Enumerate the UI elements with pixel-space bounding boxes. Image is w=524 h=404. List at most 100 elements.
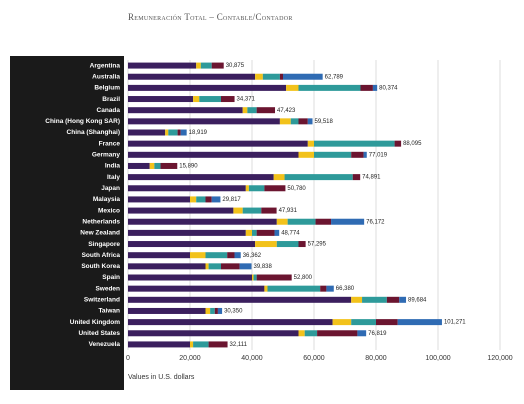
category-label: United States <box>78 330 120 337</box>
bar-segment <box>245 185 249 192</box>
bar-segment <box>399 296 407 303</box>
bar-segment <box>210 307 215 314</box>
bar-segment <box>267 285 321 292</box>
bar-segment <box>165 129 169 136</box>
bar-segment <box>193 96 200 103</box>
category-label: United Kingdom <box>70 319 120 326</box>
bar-segment <box>307 118 313 125</box>
bar-segment <box>252 229 257 236</box>
category-label: Singapore <box>88 241 120 248</box>
bar-segment <box>128 296 352 303</box>
bar-segment <box>351 319 376 326</box>
bar-segment <box>214 307 218 314</box>
bar-segment <box>128 107 243 114</box>
category-label: Japan <box>101 185 120 192</box>
bar-segment <box>128 285 265 292</box>
bar-segment <box>160 162 178 169</box>
value-label: 77,019 <box>369 152 388 158</box>
value-label: 76,172 <box>366 219 385 225</box>
bar-segment <box>211 62 224 69</box>
bar-segment <box>304 330 318 337</box>
x-tick-label: 120,000 <box>487 355 512 362</box>
x-tick-label: 80,000 <box>365 355 387 362</box>
category-label: Malaysia <box>93 196 120 203</box>
value-label: 101,271 <box>444 320 466 326</box>
bar-segment <box>376 319 398 326</box>
category-label: Switzerland <box>84 297 120 304</box>
x-axis-title: Values in U.S. dollars <box>128 374 195 381</box>
bar-segment <box>227 252 235 259</box>
category-label: Canada <box>97 107 121 114</box>
x-tick-label: 20,000 <box>179 355 201 362</box>
bar-segment <box>357 330 367 337</box>
bar-segment <box>128 252 190 259</box>
category-label: Taiwan <box>98 308 120 315</box>
bar-segment <box>233 207 243 214</box>
value-label: 15,890 <box>179 164 198 170</box>
bar-segment <box>128 96 194 103</box>
category-label: Australia <box>92 73 120 80</box>
bar-segment <box>276 241 299 248</box>
bar-segment <box>128 274 252 281</box>
bar-segment <box>279 73 283 80</box>
bar-segment <box>128 319 333 326</box>
x-tick-label: 100,000 <box>425 355 450 362</box>
bar-segment <box>196 196 206 203</box>
bar-segment <box>245 229 252 236</box>
bar-segment <box>298 84 361 91</box>
category-label: Belgium <box>94 85 120 92</box>
bar-segment <box>190 252 206 259</box>
bar-segment <box>128 162 150 169</box>
bar-segment <box>255 241 277 248</box>
bar-segment <box>128 129 166 136</box>
value-label: 62,789 <box>325 74 344 80</box>
category-label: South Korea <box>81 263 120 270</box>
bar-segment <box>196 62 201 69</box>
value-label: 66,380 <box>336 286 355 292</box>
bar-segment <box>128 341 190 348</box>
bar-segment <box>397 319 442 326</box>
value-label: 89,684 <box>408 297 427 303</box>
bar-segment <box>199 96 221 103</box>
bar-segment <box>177 129 181 136</box>
value-label: 30,350 <box>224 309 243 315</box>
category-label: Sweden <box>95 285 120 292</box>
category-label: Mexico <box>98 207 120 214</box>
bar-segment <box>252 274 254 281</box>
bar-segment <box>205 196 212 203</box>
value-label: 52,800 <box>294 275 313 281</box>
bar-segment <box>217 307 223 314</box>
bar-segment <box>205 263 209 270</box>
bar-segment <box>362 296 387 303</box>
value-label: 48,774 <box>281 230 300 236</box>
bar-segment <box>298 241 306 248</box>
bar-segment <box>298 330 305 337</box>
value-label: 34,371 <box>237 97 256 103</box>
bar-segment <box>307 140 314 147</box>
chart-title: Remuneración Total – Contable/Contador <box>128 12 293 22</box>
bar-segment <box>190 341 194 348</box>
bar-segment <box>128 73 256 80</box>
bar-segment <box>372 84 378 91</box>
bar-segment <box>168 129 178 136</box>
bar-segment <box>314 140 395 147</box>
bar-segment <box>128 174 274 181</box>
bar-segment <box>253 274 257 281</box>
bar-segment <box>221 96 235 103</box>
bar-segment <box>273 174 285 181</box>
value-label: 36,362 <box>243 253 262 259</box>
bar-segment <box>128 218 277 225</box>
bar-segment <box>208 341 228 348</box>
bar-segment <box>261 207 277 214</box>
value-label: 88,095 <box>403 141 422 147</box>
category-label: Netherlands <box>82 218 120 225</box>
bar-segment <box>128 196 190 203</box>
category-label: Brazil <box>102 96 120 103</box>
bar-segment <box>208 263 221 270</box>
bar-segment <box>193 341 209 348</box>
bar-segment <box>128 241 256 248</box>
bar-segment <box>351 296 363 303</box>
bar-segment <box>256 107 276 114</box>
bar-segment <box>128 151 299 158</box>
